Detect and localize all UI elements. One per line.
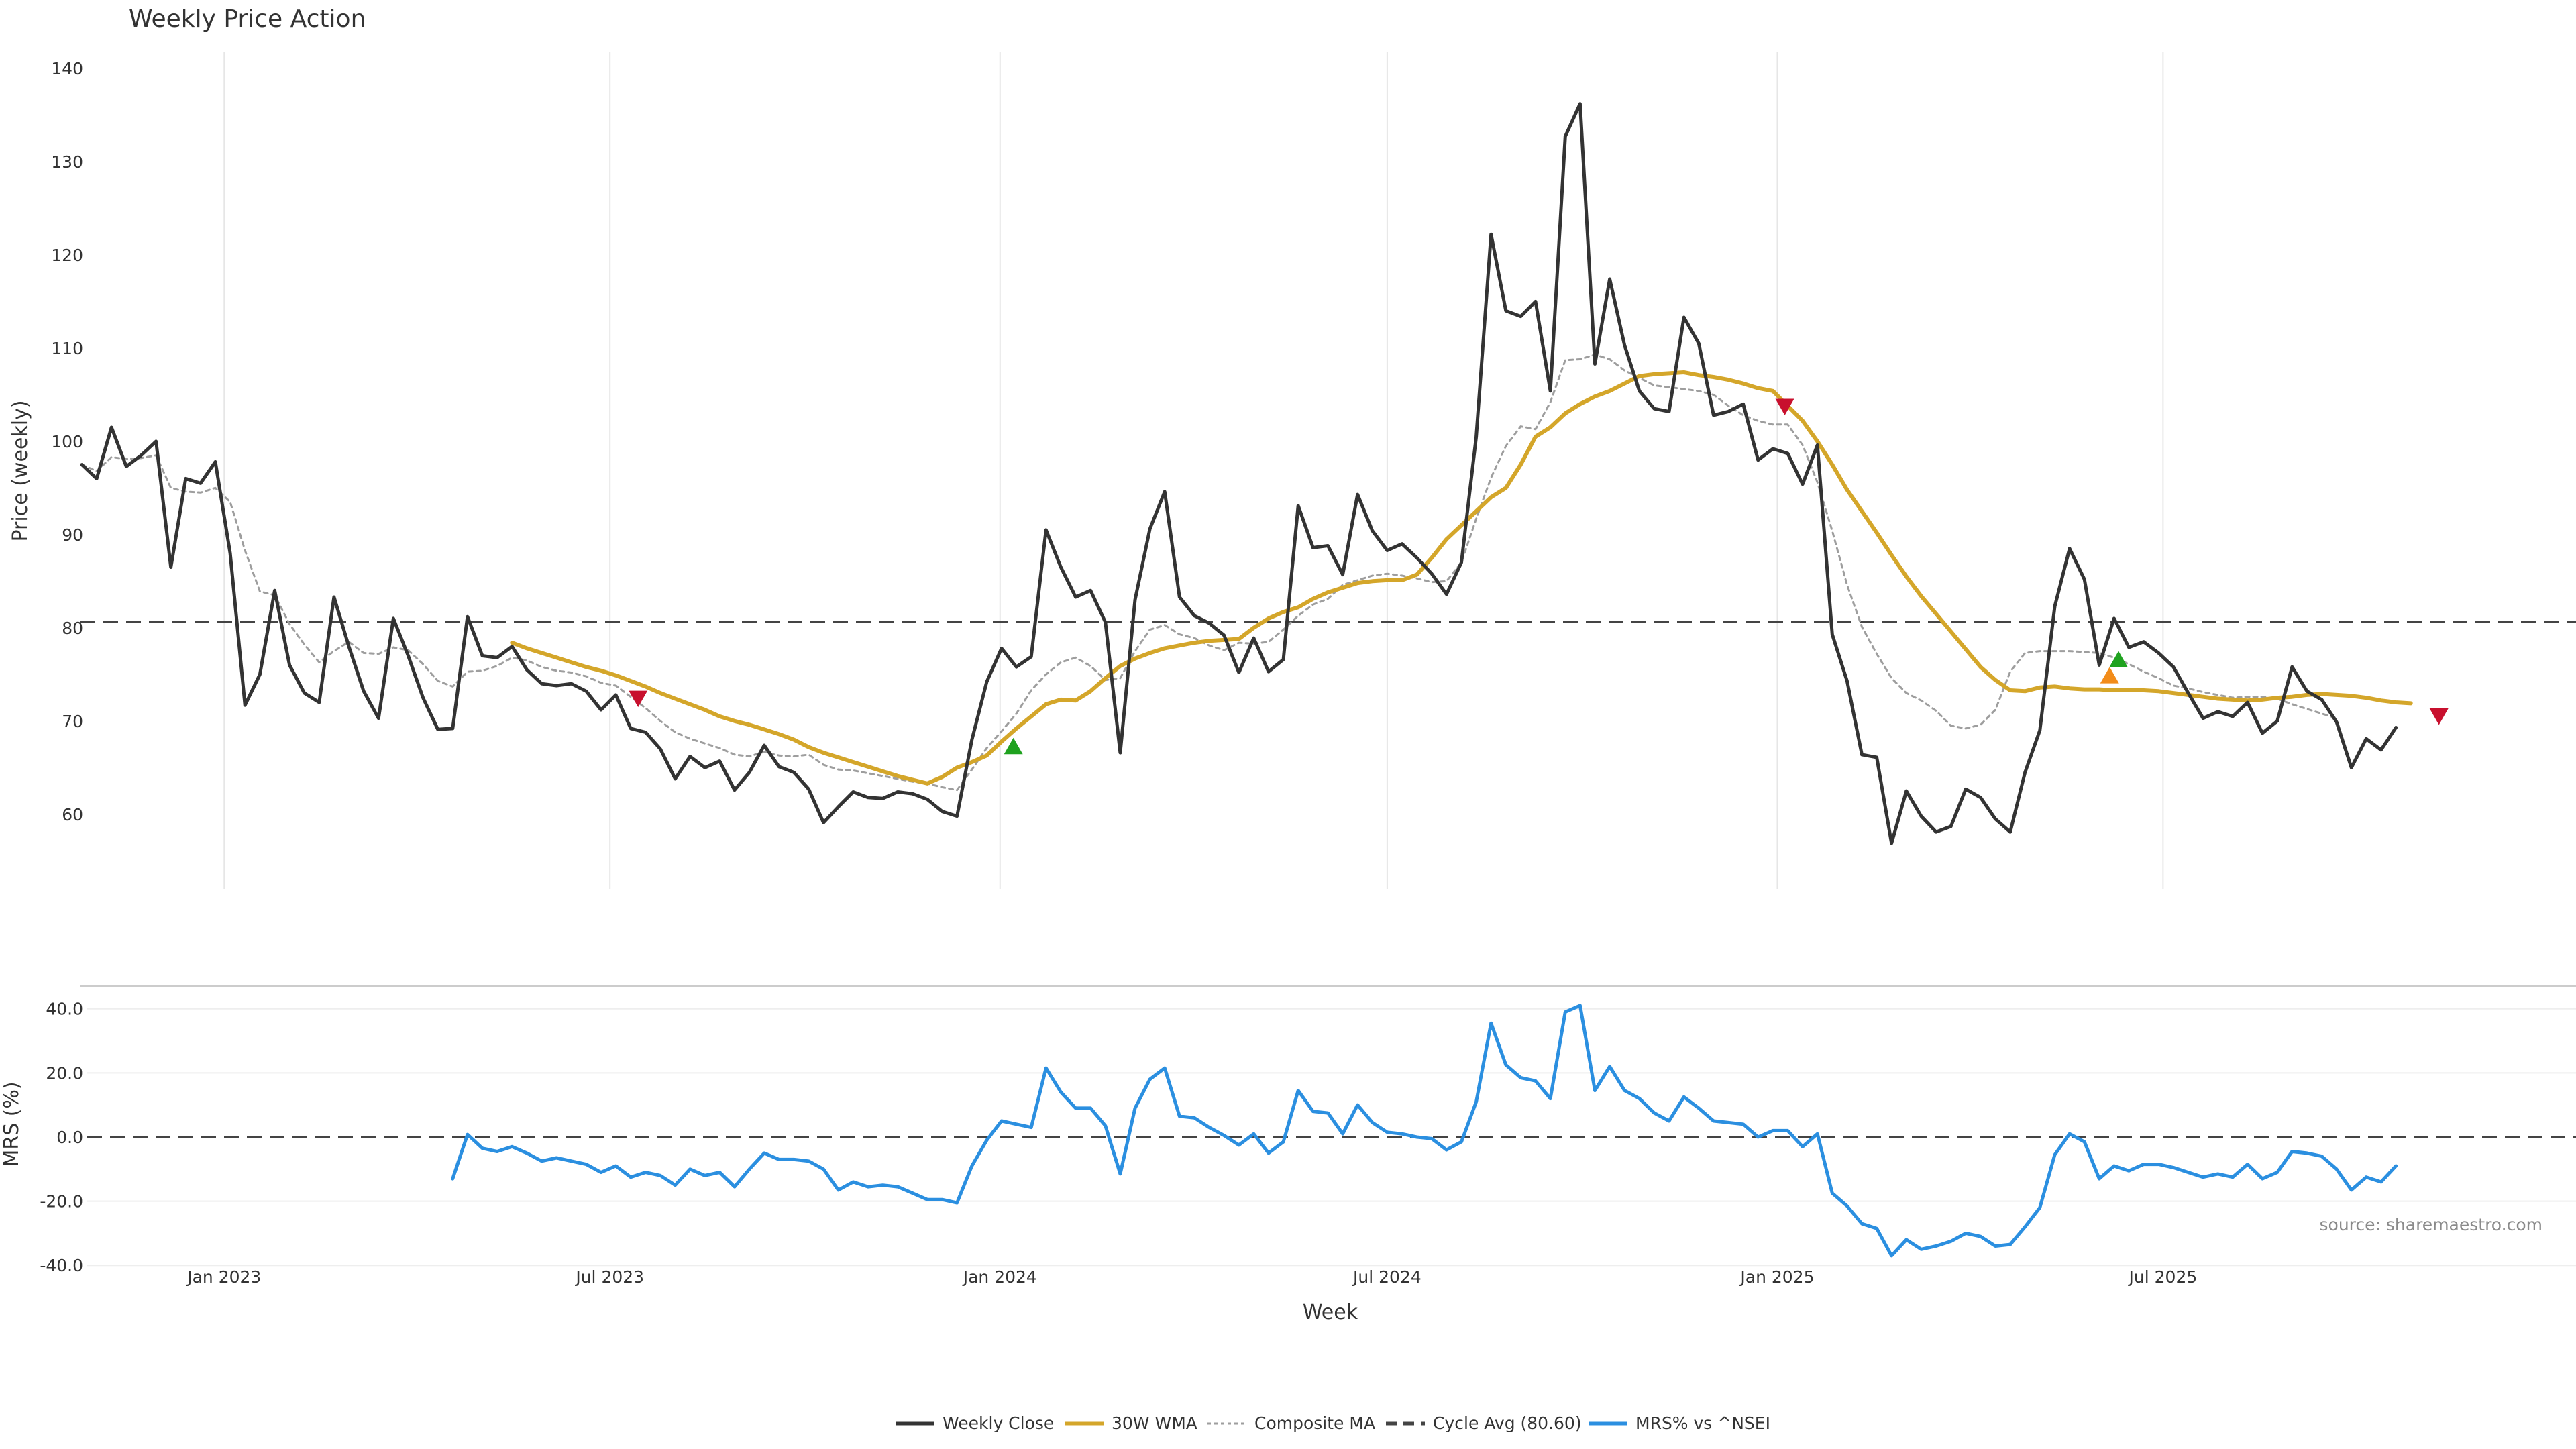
price-y-axis-label: Price (weekly): [9, 400, 32, 541]
x-axis-label: Week: [1303, 1301, 1358, 1324]
legend-item: MRS% vs ^NSEI: [1589, 1413, 1770, 1433]
price-y-tick-label: 60: [62, 805, 83, 824]
mrs-y-tick-label: 20.0: [46, 1063, 83, 1083]
signal-marker-down: [2429, 708, 2449, 725]
mrs-y-tick-label: 0.0: [56, 1128, 83, 1147]
signal-marker-down: [1775, 398, 1794, 416]
price-y-tick-label: 70: [62, 712, 83, 731]
price-panel: 60 70 80 90 100 110 120 130 140 Weekly Price Act…: [9, 5, 2576, 889]
x-tick-label: Jan 2025: [1739, 1267, 1814, 1287]
series-mrs-vs-nsei: [451, 1004, 2398, 1258]
legend-label: Cycle Avg (80.60): [1433, 1413, 1582, 1433]
price-series: [80, 102, 2576, 845]
price-y-tick-label: 80: [62, 619, 83, 638]
legend-item: Weekly Close: [896, 1413, 1054, 1433]
signal-marker-down: [629, 690, 648, 708]
chart-title: Weekly Price Action: [129, 5, 366, 33]
legend-item: Composite MA: [1208, 1413, 1375, 1433]
mrs-y-ticks: -40.0 -20.0 0.0 20.0 40.0: [40, 1000, 83, 1276]
x-tick-label: Jul 2023: [574, 1267, 644, 1287]
signal-marker-up: [2109, 651, 2129, 667]
mrs-panel: -40.0-20.00.020.040.0 Jan 2023 Jul 2023 Ja…: [0, 985, 2576, 1324]
price-y-ticks: 60 70 80 90 100 110 120 130 140: [51, 59, 83, 824]
mrs-series: [451, 1004, 2398, 1258]
price-y-tick-label: 130: [51, 152, 83, 172]
legend-label: 30W WMA: [1112, 1413, 1197, 1433]
signal-marker-up: [1004, 737, 1023, 755]
x-tick-label: Jan 2024: [962, 1267, 1037, 1287]
legend-label: MRS% vs ^NSEI: [1635, 1413, 1770, 1433]
signal-marker-up: [2100, 667, 2119, 684]
legend-item: 30W WMA: [1065, 1413, 1197, 1433]
mrs-y-tick-label: -40.0: [40, 1256, 83, 1275]
price-y-tick-label: 90: [62, 525, 83, 545]
series-30w-wma: [510, 370, 2413, 786]
mrs-y-axis-label: MRS (%): [0, 1081, 23, 1167]
legend-item: Cycle Avg (80.60): [1386, 1413, 1582, 1433]
mrs-y-tick-label: 40.0: [46, 1000, 83, 1019]
price-y-tick-label: 120: [51, 246, 83, 265]
legend-label: Composite MA: [1254, 1413, 1375, 1433]
price-y-tick-label: 110: [51, 339, 83, 358]
chart-legend: Weekly Close 30W WMA Composite MA Cycle Avg…: [896, 1413, 1770, 1433]
mrs-panel-grid: [87, 1008, 2576, 1267]
mrs-y-tick-label: -20.0: [40, 1192, 83, 1212]
price-panel-grid: [223, 52, 2164, 889]
legend-label: Weekly Close: [943, 1413, 1054, 1433]
x-tick-label: Jul 2024: [1352, 1267, 1421, 1287]
signal-markers: [629, 398, 2449, 755]
series-weekly-close: [80, 102, 2398, 845]
source-note: source: sharemaestro.com: [2320, 1215, 2543, 1234]
price-y-tick-label: 140: [51, 59, 83, 78]
x-axis-ticks: Jan 2023 Jul 2023 Jan 2024 Jul 2024 Jan 2025…: [186, 1267, 2197, 1287]
x-tick-label: Jan 2023: [186, 1267, 261, 1287]
x-tick-label: Jul 2025: [2128, 1267, 2198, 1287]
price-y-tick-label: 100: [51, 432, 83, 451]
